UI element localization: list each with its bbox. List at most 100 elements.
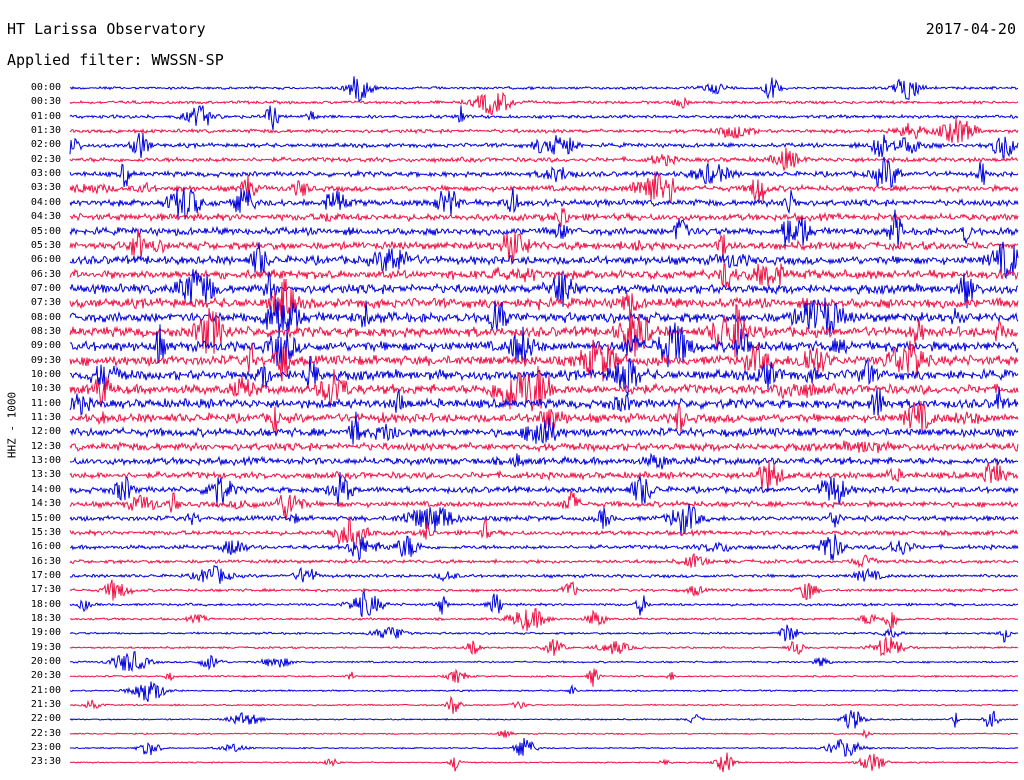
- trace-line: [69, 76, 1019, 103]
- time-label: 06:30: [30, 268, 61, 280]
- time-label: 12:00: [30, 426, 61, 438]
- trace-line: [69, 91, 1019, 116]
- trace-line: [69, 411, 1019, 445]
- trace-line: [69, 452, 1019, 470]
- time-label: 11:00: [30, 397, 61, 409]
- trace-line: [69, 132, 1019, 159]
- trace-line: [69, 636, 1019, 657]
- trace-line: [69, 565, 1019, 584]
- trace-line: [69, 516, 1019, 550]
- time-label: 21:00: [30, 684, 61, 696]
- time-label: 10:00: [30, 369, 61, 380]
- time-label: 14:00: [30, 483, 61, 495]
- time-label: 22:30: [30, 727, 61, 739]
- time-label: 15:30: [30, 526, 61, 538]
- trace-line: [69, 117, 1019, 143]
- time-label: 08:30: [30, 325, 61, 337]
- time-label: 23:00: [30, 742, 61, 754]
- time-label: 05:00: [30, 225, 61, 237]
- trace-line: [69, 241, 1019, 280]
- trace-line: [69, 503, 1019, 536]
- time-label: 17:00: [30, 569, 61, 581]
- time-label: 00:00: [30, 82, 61, 93]
- trace-line: [69, 386, 1019, 416]
- trace-line: [69, 297, 1019, 338]
- trace-line: [69, 589, 1019, 617]
- trace-line: [69, 269, 1018, 309]
- trace-line: [69, 263, 1019, 290]
- time-axis: 00:00 00:30 01:00 01:30 02:00 02:30 03:00 03:30…: [0, 0, 70, 780]
- trace-line: [69, 105, 1019, 130]
- trace-line: [69, 490, 1019, 520]
- time-label: 02:00: [30, 139, 61, 151]
- time-label: 01:00: [30, 110, 61, 122]
- time-label: 17:30: [30, 584, 61, 596]
- trace-line: [69, 681, 1018, 702]
- trace-line: [69, 710, 1019, 730]
- trace-line: [69, 668, 1019, 687]
- time-label: 19:00: [30, 627, 61, 639]
- time-label: 10:30: [30, 383, 61, 395]
- time-label: 23:30: [30, 756, 61, 768]
- trace-line: [69, 209, 1019, 248]
- time-label: 18:30: [30, 612, 61, 624]
- time-label: 19:30: [30, 641, 61, 653]
- time-label: 21:30: [30, 699, 61, 711]
- time-label: 02:30: [30, 153, 61, 165]
- trace-line: [69, 440, 1019, 454]
- time-label: 03:30: [30, 182, 61, 194]
- time-label: 04:30: [30, 211, 61, 223]
- filter-label: Applied filter: WWSSN-SP: [7, 51, 224, 69]
- trace-line: [69, 737, 1019, 758]
- time-label: 07:00: [30, 282, 61, 294]
- trace-line: [69, 303, 1019, 358]
- trace-line: [69, 472, 1019, 507]
- station-title: HT Larissa Observatory: [7, 20, 206, 38]
- date-label: 2017-04-20: [925, 20, 1016, 38]
- trace-line: [69, 355, 1019, 396]
- time-label: 03:00: [30, 168, 61, 180]
- trace-line: [69, 206, 1019, 227]
- time-label: 13:00: [30, 455, 61, 467]
- trace-line: [69, 459, 1019, 492]
- trace-line: [69, 579, 1019, 601]
- trace-line: [69, 278, 1019, 322]
- time-label: 18:00: [30, 598, 61, 610]
- time-label: 20:30: [30, 670, 61, 682]
- time-label: 04:00: [30, 196, 61, 208]
- trace-line: [69, 187, 1019, 220]
- time-label: 01:30: [30, 125, 61, 137]
- trace-line: [69, 608, 1019, 632]
- time-label: 00:30: [30, 96, 61, 108]
- trace-line: [69, 322, 1019, 372]
- trace-line: [69, 156, 1019, 188]
- time-label: 07:30: [30, 297, 61, 309]
- trace-line: [69, 365, 1019, 412]
- time-label: 05:30: [30, 239, 61, 251]
- trace-line: [69, 401, 1019, 435]
- time-label: 11:30: [30, 412, 61, 424]
- time-label: 16:00: [30, 541, 61, 553]
- trace-line: [70, 695, 1019, 714]
- time-label: 06:00: [30, 254, 61, 266]
- trace-line: [69, 534, 1019, 562]
- trace-line: [69, 752, 1019, 773]
- trace-line: [69, 624, 1019, 643]
- time-label: 20:00: [30, 656, 61, 667]
- time-label: 12:30: [30, 440, 61, 452]
- time-label: 08:00: [30, 311, 61, 323]
- trace-line: [70, 651, 1019, 673]
- time-label: 16:30: [30, 555, 61, 567]
- trace-line: [69, 147, 1019, 171]
- trace-line: [69, 171, 1019, 204]
- time-label: 09:00: [30, 340, 61, 352]
- time-label: 09:30: [30, 354, 61, 366]
- trace-line: [69, 228, 1019, 264]
- trace-line: [69, 728, 1019, 740]
- trace-line: [69, 339, 1019, 382]
- time-label: 14:30: [30, 498, 61, 510]
- trace-line: [69, 552, 1019, 569]
- time-label: 15:00: [30, 512, 61, 524]
